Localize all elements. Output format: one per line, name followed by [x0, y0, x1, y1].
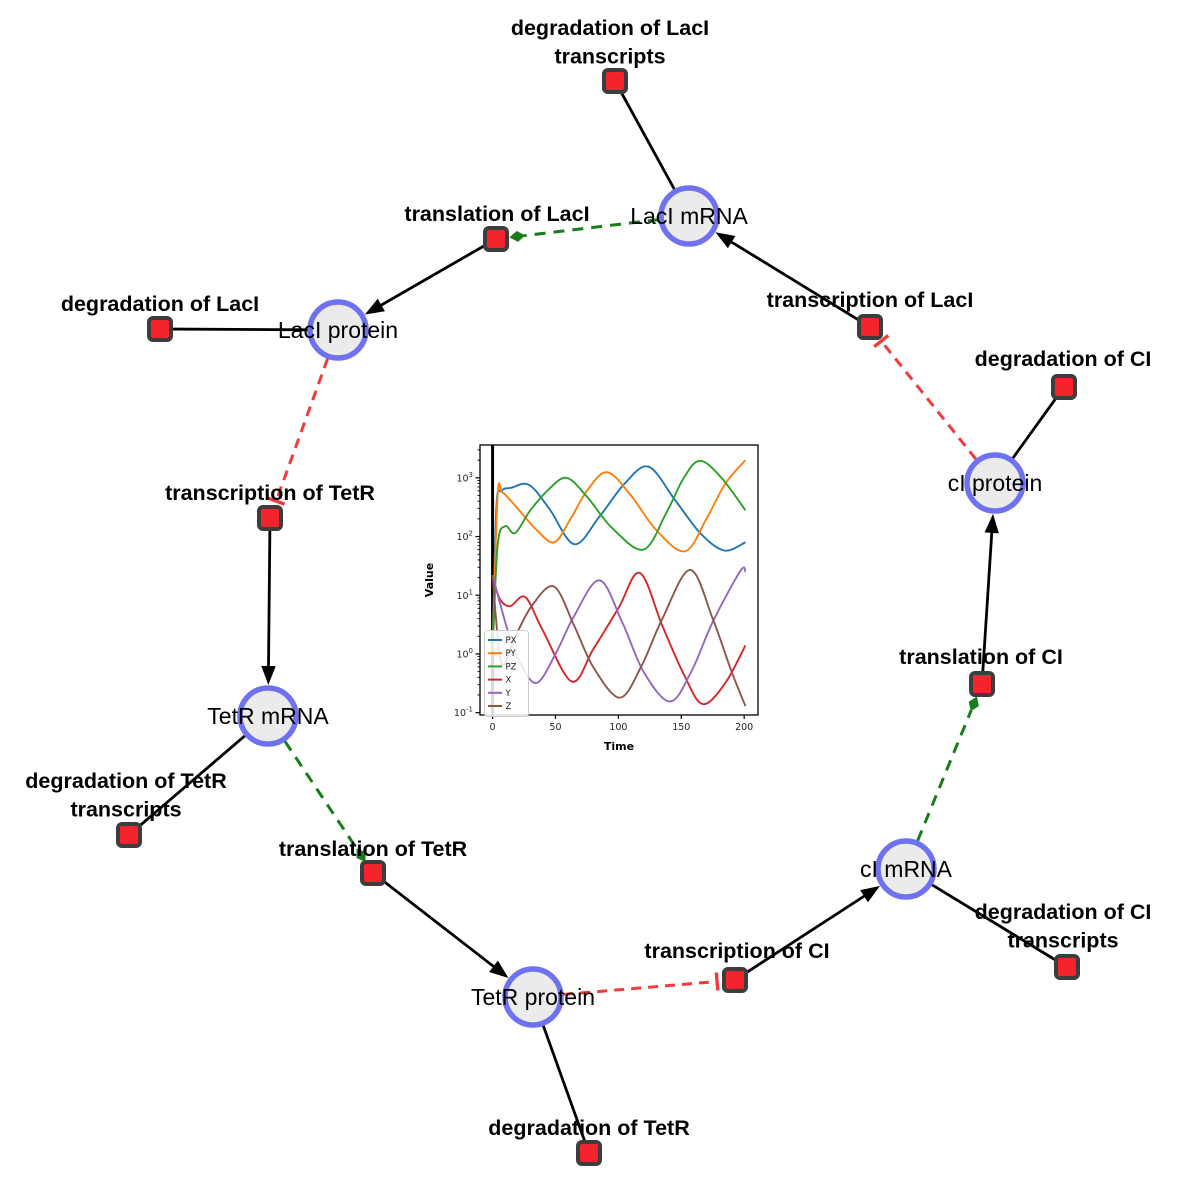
series-line-PZ [491, 459, 747, 655]
species-label-laci-mrna: LacI mRNA [630, 203, 748, 229]
arrow-head-icon [715, 232, 736, 249]
species-node-ci-protein[interactable] [964, 452, 1026, 514]
reaction-label-translation-of-laci: translation of LacI [404, 202, 589, 226]
edge-ci-protein-to-degradation-of-ci [1011, 396, 1058, 460]
arrow-head-icon [489, 960, 509, 979]
edge-tetr-protein-to-degradation-of-tetr [541, 1025, 587, 1142]
inset-chart: 0 50 100 150 200 10-1 100 101 102 103 PX PY PZ XYZ Ti… [423, 444, 759, 753]
x-tick-label: 150 [672, 722, 690, 733]
edge-tetr-protein-inhibits-transcription-of-ci [563, 972, 720, 996]
edge-laci-protein-inhibits-transcription-of-tetr [267, 358, 330, 506]
series-line-PY [491, 459, 747, 652]
species-label-ci-protein: cI protein [948, 470, 1043, 496]
edge-ci-protein-inhibits-transcription-of-laci [873, 334, 978, 461]
reaction-node-transcription-of-laci[interactable] [857, 314, 883, 340]
edge-ci-mrna-to-degradation-of-ci-transcripts [931, 883, 1058, 962]
legend-label-X: X [506, 676, 512, 686]
reaction-node-translation-of-ci[interactable] [969, 671, 995, 697]
edge-transcription-of-ci-produces-ci-mrna [744, 885, 880, 975]
species-node-ci-mrna[interactable] [875, 838, 937, 900]
legend-label-PY: PY [506, 649, 517, 659]
species-label-ci-mrna: cI mRNA [860, 856, 953, 882]
edge-layer [137, 91, 1058, 1142]
reaction-label-translation-of-tetr: translation of TetR [279, 837, 468, 861]
legend-label-PZ: PZ [506, 662, 517, 672]
arrow-head-icon [261, 665, 276, 686]
tee-head-icon [267, 496, 286, 506]
x-axis-label: Time [604, 740, 634, 753]
edge-ci-mrna-modifies-translation-of-ci [916, 696, 979, 842]
plot-axes-frame [479, 444, 759, 716]
reaction-node-transcription-of-tetr[interactable] [257, 505, 283, 531]
reaction-label-degradation-of-tetr-transcripts: degradation of TetR transcripts [25, 769, 227, 822]
y-tick-label: 103 [456, 471, 473, 485]
diamond-head-icon [356, 848, 366, 862]
reaction-node-degradation-of-tetr-transcripts[interactable] [116, 822, 142, 848]
chart-legend: PX PY PZ XYZ [484, 630, 529, 717]
species-label-laci-protein: LacI protein [278, 317, 398, 343]
edge-laci-mrna-modifies-translation-of-laci [509, 218, 659, 242]
edge-laci-mrna-to-degradation-of-laci-transcripts [619, 91, 676, 190]
species-node-tetr-protein[interactable] [502, 966, 564, 1028]
edge-tetr-mrna-to-degradation-of-tetr-transcripts [137, 734, 246, 828]
legend-label-Y: Y [505, 689, 512, 699]
y-tick-label: 10-1 [454, 706, 473, 720]
reaction-node-degradation-of-tetr[interactable] [576, 1140, 602, 1166]
reaction-node-degradation-of-laci[interactable] [147, 316, 173, 342]
reaction-label-degradation-of-tetr: degradation of TetR [488, 1116, 690, 1140]
x-tick-label: 100 [609, 722, 627, 733]
reaction-label-degradation-of-ci-transcripts: degradation of CI transcripts [975, 900, 1152, 953]
reaction-label-degradation-of-laci: degradation of LacI [61, 292, 259, 316]
species-node-laci-protein[interactable] [307, 299, 369, 361]
species-node-tetr-mrna[interactable] [237, 685, 299, 747]
x-tick-label: 0 [490, 722, 496, 733]
diamond-head-icon [968, 696, 979, 712]
edge-transcription-of-laci-produces-laci-mrna [715, 232, 861, 322]
y-tick-label: 101 [456, 588, 473, 602]
legend-label-Z: Z [506, 702, 512, 712]
legend-box [484, 630, 529, 717]
species-label-tetr-protein: TetR protein [471, 984, 595, 1010]
y-tick-label: 102 [456, 530, 473, 544]
reaction-label-transcription-of-laci: transcription of LacI [767, 288, 974, 312]
reaction-node-degradation-of-ci-transcripts[interactable] [1054, 954, 1080, 980]
reaction-label-transcription-of-ci: transcription of CI [644, 939, 829, 963]
edge-tetr-mrna-modifies-translation-of-tetr [283, 740, 366, 862]
arrow-head-icon [984, 513, 999, 534]
reaction-node-degradation-of-laci-transcripts[interactable] [602, 68, 628, 94]
reaction-node-translation-of-tetr[interactable] [360, 860, 386, 886]
arrow-head-icon [364, 298, 385, 315]
species-label-tetr-mrna: TetR mRNA [207, 703, 329, 729]
y-tick-label: 100 [456, 647, 473, 661]
tee-head-icon [873, 334, 890, 349]
edge-translation-of-tetr-produces-tetr-protein [382, 879, 509, 979]
reaction-label-translation-of-ci: translation of CI [899, 645, 1063, 669]
x-tick-label: 50 [549, 722, 561, 733]
series-line-X [491, 571, 747, 706]
edge-translation-of-ci-produces-ci-protein [981, 513, 999, 672]
y-axis-label: Value [423, 563, 436, 597]
tee-head-icon [714, 972, 720, 991]
arrow-head-icon [860, 885, 880, 903]
x-tick-label: 200 [735, 722, 753, 733]
label-layer: LacI mRNA LacI protein TetR mRNA TetR prote… [25, 16, 1151, 1140]
diamond-head-icon [509, 230, 526, 242]
reaction-node-translation-of-laci[interactable] [483, 226, 509, 252]
reaction-node-transcription-of-ci[interactable] [722, 967, 748, 993]
edge-laci-protein-to-degradation-of-laci [172, 327, 308, 332]
reaction-node-degradation-of-ci[interactable] [1051, 374, 1077, 400]
reaction-label-degradation-of-ci: degradation of CI [975, 347, 1152, 371]
edge-transcription-of-tetr-produces-tetr-mrna [261, 530, 276, 686]
node-layer [116, 68, 1080, 1166]
species-node-laci-mrna[interactable] [658, 185, 720, 247]
reaction-label-transcription-of-tetr: transcription of TetR [165, 481, 375, 505]
legend-label-PX: PX [506, 636, 517, 646]
reaction-label-degradation-of-laci-transcripts: degradation of LacI transcripts [511, 16, 709, 69]
edge-translation-of-laci-produces-laci-protein [364, 244, 486, 315]
